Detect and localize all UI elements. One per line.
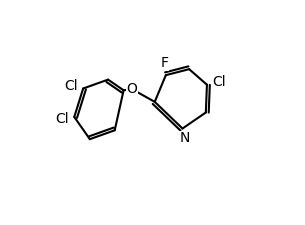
Text: F: F (161, 56, 169, 70)
Text: Cl: Cl (64, 79, 78, 93)
Text: N: N (180, 131, 190, 146)
Text: O: O (127, 82, 138, 96)
Text: Cl: Cl (55, 112, 69, 126)
Text: Cl: Cl (212, 76, 226, 90)
